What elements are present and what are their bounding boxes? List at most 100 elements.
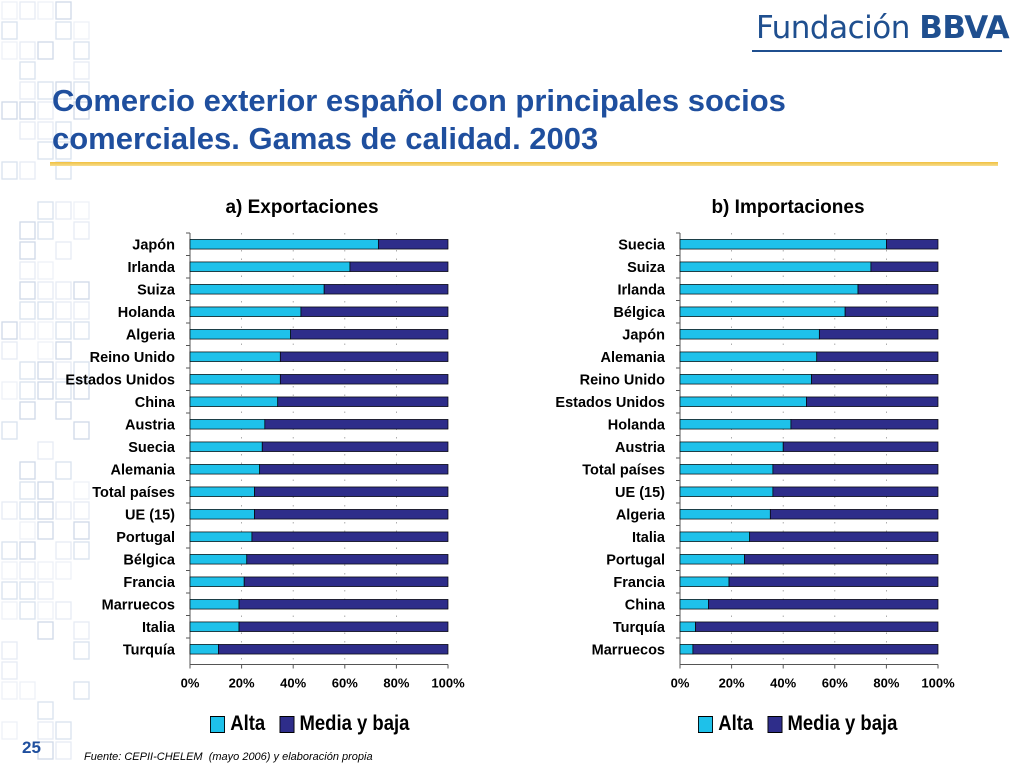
bar-media-baja [816,351,939,362]
bg-square [37,321,54,340]
bg-square [73,521,90,540]
bg-square [19,361,36,380]
category-label: UE (15) [125,507,175,523]
bar-media-baja [695,621,939,632]
imports-chart-title: b) Importaciones [711,197,865,218]
bar-media-baja [323,284,449,295]
category-label: China [135,395,176,411]
bg-square [1,321,18,340]
x-tick-label: 100% [921,676,955,691]
category-label: Suecia [128,440,176,456]
bar-media-baja [254,486,449,497]
category-label: Suiza [137,282,176,298]
category-label: Suiza [627,260,666,276]
bg-square [55,201,72,220]
source-note: Fuente: CEPII-CHELEM (mayo 2006) y elabo… [84,751,373,763]
bg-square [73,201,90,220]
bg-square [19,261,36,280]
bg-square [1,341,18,360]
bar-alta [189,531,253,542]
bar-media-baja [243,576,449,587]
bg-square [19,41,36,60]
x-tick-label: 80% [383,676,409,691]
bg-square [1,661,18,680]
bg-square [55,281,72,300]
bg-square [55,541,72,560]
bar-alta [679,261,872,272]
bar-alta [679,464,774,475]
bg-square [19,401,36,420]
bg-square [19,501,36,520]
bg-square [1,41,18,60]
bg-square [73,681,90,700]
page-number: 25 [22,738,41,757]
bar-media-baja [279,374,449,385]
bar-alta [189,261,351,272]
logo-underline [752,50,1002,52]
bg-square [1,161,18,180]
bg-square [37,221,54,240]
bg-square [55,241,72,260]
bg-square [55,461,72,480]
bar-media-baja [279,351,449,362]
bg-square [1,581,18,600]
bar-alta [189,374,281,385]
category-label: Algeria [616,507,666,523]
bg-square [1,721,18,740]
category-label: China [625,597,666,613]
imports-legend: Alta Media y baja [698,712,911,736]
bar-media-baja [811,374,939,385]
category-label: Reino Unido [580,372,666,388]
x-tick-label: 0% [181,676,200,691]
bg-square [73,61,90,80]
bg-square [37,601,54,620]
bg-square [37,381,54,400]
bg-square [19,541,36,560]
bg-square [19,221,36,240]
bg-square [37,1,54,20]
bg-square [19,301,36,320]
bar-alta [189,554,248,565]
title-divider [50,162,998,166]
bg-square [55,601,72,620]
bar-media-baja [300,306,449,317]
bar-alta [679,509,771,520]
category-label: Austria [615,440,666,456]
category-label: Suecia [618,237,666,253]
bar-media-baja [870,261,939,272]
category-label: Estados Unidos [555,395,665,411]
category-label: Portugal [116,530,175,546]
bg-square [37,301,54,320]
bar-alta [679,419,792,430]
x-tick-label: 20% [719,676,745,691]
bg-square [1,1,18,20]
bar-media-baja [806,396,939,407]
bg-square [73,281,90,300]
page-title: Comercio exterior español con principale… [52,82,952,158]
bg-square [37,481,54,500]
category-label: Reino Unido [90,350,176,366]
category-label: Bélgica [123,552,176,568]
legend-swatch-alta [210,715,225,733]
category-label: Francia [613,575,666,591]
bar-media-baja [818,329,939,340]
bar-media-baja [744,554,939,565]
bg-square [73,41,90,60]
exports-legend: Alta Media y baja [210,712,423,736]
bg-square [19,321,36,340]
bg-square [73,541,90,560]
x-tick-label: 0% [671,676,690,691]
bar-media-baja [290,329,449,340]
bg-square [73,641,90,660]
bg-square [37,741,54,760]
bar-alta [189,576,245,587]
bar-alta [189,239,379,250]
exports-chart-title: a) Exportaciones [225,197,379,218]
bar-media-baja [238,621,449,632]
bg-square [19,81,36,100]
bg-square [37,341,54,360]
bar-alta [679,306,846,317]
bg-square [73,421,90,440]
logo-text: Fundación [756,10,910,46]
